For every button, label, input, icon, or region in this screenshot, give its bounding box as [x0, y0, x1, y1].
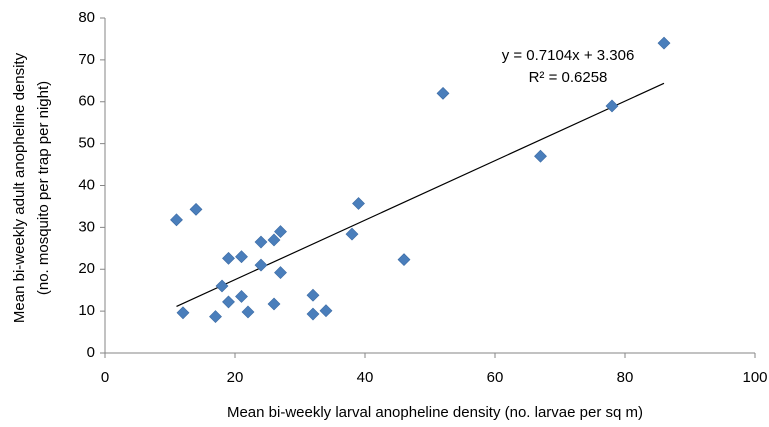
y-tick-label: 80: [78, 9, 95, 26]
y-tick-label: 40: [78, 176, 95, 193]
y-tick-label: 50: [78, 135, 95, 152]
y-tick-label: 0: [87, 344, 95, 361]
scatter-point: [306, 307, 320, 321]
scatter-point: [534, 149, 547, 163]
scatter-point: [605, 99, 619, 113]
scatter-point: [222, 251, 235, 265]
scatter-point: [397, 253, 411, 267]
x-tick-label: 40: [357, 369, 374, 386]
scatter-point: [352, 197, 365, 210]
x-tick-label: 20: [227, 369, 244, 386]
x-tick-label: 60: [487, 369, 504, 386]
scatter-point: [657, 36, 671, 50]
y-tick-label: 20: [78, 260, 95, 277]
y-tick-label: 60: [78, 93, 95, 110]
scatter-point: [274, 225, 287, 238]
scatter-point: [176, 306, 190, 320]
scatter-point: [436, 86, 450, 100]
x-tick-label: 80: [617, 369, 634, 386]
scatter-point: [306, 288, 320, 302]
scatter-point: [235, 250, 248, 264]
scatter-point: [267, 297, 281, 311]
y-tick-label: 70: [78, 51, 95, 68]
scatter-point: [209, 310, 222, 323]
scatter-point: [241, 305, 255, 319]
y-tick-label: 30: [78, 218, 95, 235]
x-tick-label: 0: [101, 369, 109, 386]
scatter-point: [254, 235, 268, 249]
trendline-r2: R² = 0.6258: [529, 69, 608, 86]
trendline: [176, 82, 665, 307]
y-tick-label: 10: [78, 302, 95, 319]
scatter-point: [274, 266, 287, 280]
y-axis-title: (no. mosquito per trap per night): [35, 81, 52, 295]
scatter-point: [267, 233, 281, 247]
scatter-point: [189, 202, 203, 216]
scatter-point: [215, 279, 229, 293]
y-axis-title: Mean bi-weekly adult anopheline density: [11, 52, 28, 323]
scatter-point: [222, 295, 235, 309]
x-tick-label: 100: [742, 369, 767, 386]
trendline-equation: y = 0.7104x + 3.306: [502, 47, 635, 64]
scatter-point: [254, 258, 268, 272]
scatter-point: [235, 290, 248, 303]
x-axis-title: Mean bi-weekly larval anopheline density…: [227, 404, 643, 421]
scatter-point: [170, 213, 183, 227]
scatter-point: [345, 227, 359, 241]
scatter-point: [319, 304, 333, 318]
